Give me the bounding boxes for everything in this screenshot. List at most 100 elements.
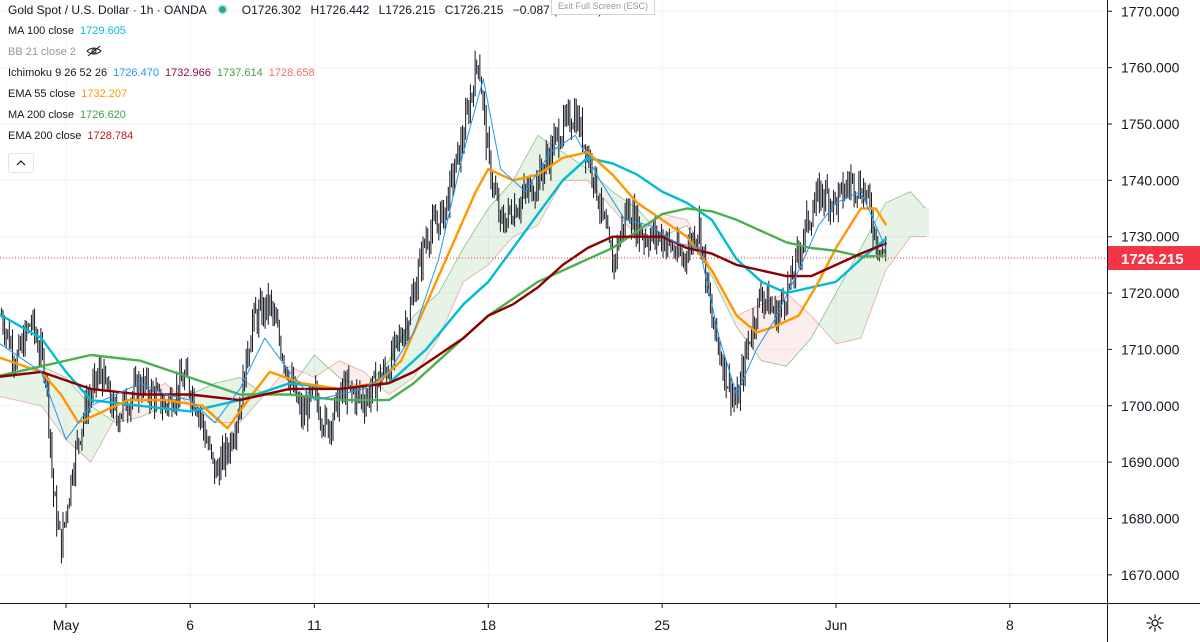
cloud-segment (842, 270, 849, 343)
ema-200-close-line (0, 235, 887, 402)
y-tick-label: 1770.000 (1121, 3, 1180, 19)
cloud-segment (885, 200, 892, 271)
indicator-value: 1737.614 (216, 67, 263, 79)
grid-layer (0, 0, 1107, 603)
indicator-name: Ichimoku 9 26 52 26 (8, 67, 108, 79)
cloud-segment (78, 391, 85, 457)
y-tick-label: 1720.000 (1121, 285, 1180, 301)
y-tick-label: 1710.000 (1121, 341, 1180, 357)
ohlc-open: 1726.302 (251, 3, 302, 17)
cloud-segment (314, 355, 321, 378)
symbol-row: Gold Spot / U.S. Dollar · 1h · OANDA O17… (8, 0, 602, 21)
ohlc-open-label: O (241, 3, 252, 17)
cloud-segment (295, 369, 302, 381)
cloud-segment (904, 191, 911, 246)
cloud-segment (451, 259, 458, 310)
cloud-segment (767, 298, 774, 364)
cloud-segment (16, 370, 23, 402)
eye-hidden-icon[interactable] (86, 45, 102, 57)
ichimoku-tenkan-line (0, 78, 887, 441)
price-axis-bg (1107, 0, 1200, 642)
cloud-segment (742, 309, 750, 344)
cloud-segment (0, 374, 4, 398)
exit-fullscreen-hint[interactable]: Exit Full Screen (ESC) (551, 0, 656, 15)
cloud-segment (308, 355, 315, 378)
ohlc-close: 1726.215 (453, 3, 504, 17)
x-tick-label: 11 (307, 617, 322, 633)
ohlc-high-label: H (310, 3, 320, 17)
y-tick-label: 1740.000 (1121, 172, 1180, 188)
legend-collapse-button[interactable] (8, 153, 34, 173)
gear-icon (1146, 614, 1164, 632)
cloud-segment (482, 208, 489, 270)
indicator-name: MA 200 close (8, 109, 75, 121)
cloud-segment (618, 195, 625, 223)
cloud-segment (922, 205, 930, 237)
cloud-segment (761, 301, 768, 363)
indicator-value: 1726.470 (113, 67, 159, 79)
y-tick-label: 1680.000 (1121, 510, 1180, 526)
cloud-segment (798, 304, 805, 353)
indicator-value: 1729.605 (80, 25, 126, 37)
cloud-segment (786, 293, 793, 367)
indicator-row[interactable]: MA 200 close 1726.620 (8, 105, 602, 126)
cloud-segment (84, 398, 91, 463)
cloud-segment (301, 363, 309, 375)
cloud-segment (674, 216, 681, 232)
cloud-segment (531, 135, 538, 229)
cloud-segment (432, 293, 439, 348)
chart-settings-button[interactable] (1144, 612, 1166, 634)
indicator-row[interactable]: EMA 200 close 1728.784 (8, 126, 602, 147)
cloud-segment (53, 371, 60, 432)
y-tick-label: 1690.000 (1121, 454, 1180, 470)
indicator-row[interactable]: EMA 55 close 1732.207 (8, 84, 602, 105)
ohlc-close-label: C (444, 3, 454, 17)
indicator-name: BB 21 close 2 (8, 46, 76, 58)
indicator-value: 1732.207 (81, 88, 128, 100)
cloud-segment (612, 191, 619, 216)
indicator-value: 1728.784 (87, 130, 134, 142)
cloud-segment (97, 409, 104, 451)
cloud-segment (898, 194, 905, 254)
cloud-segment (916, 198, 923, 237)
cloud-segment (457, 247, 464, 296)
ohlc-high: 1726.442 (319, 3, 370, 17)
symbol-title[interactable]: Gold Spot / U.S. Dollar · 1h · OANDA (8, 3, 207, 17)
cloud-segment (10, 371, 17, 401)
indicator-row[interactable]: Ichimoku 9 26 52 26 1726.470 1732.966 1737.… (8, 63, 602, 84)
cloud-segment (730, 304, 737, 327)
chevron-up-icon (16, 160, 26, 166)
cloud-segment (320, 360, 327, 374)
indicator-lines (0, 78, 887, 441)
cloud-segment (215, 381, 222, 423)
cloud-segment (221, 380, 228, 423)
y-tick-label: 1670.000 (1121, 567, 1180, 583)
cloud-segment (910, 191, 917, 237)
y-tick-label: 1730.000 (1121, 229, 1180, 245)
indicator-row[interactable]: MA 100 close 1729.605 (8, 21, 602, 42)
x-tick-label: May (53, 617, 79, 633)
indicator-row[interactable]: BB 21 close 2 (8, 42, 602, 63)
cloud-segment (792, 298, 799, 360)
cloud-segment (488, 201, 495, 265)
indicator-name: EMA 55 close (8, 88, 76, 100)
cloud-segment (469, 228, 476, 278)
senkou-span-b (0, 179, 926, 463)
cloud-segment (804, 309, 812, 346)
cloud-segment (66, 377, 73, 446)
x-tick-label: 6 (186, 617, 194, 633)
cloud-segment (444, 270, 451, 325)
cloud-segment (562, 152, 569, 181)
cloud-segment (823, 304, 830, 337)
cloud-segment (854, 247, 861, 340)
x-tick-label: 18 (480, 617, 496, 633)
cloud-segment (90, 405, 98, 463)
cloud-segment (22, 369, 29, 403)
cloud-segment (59, 374, 66, 440)
cloud-segment (34, 366, 42, 406)
ichimoku-cloud (0, 134, 930, 463)
last-price-badge (1108, 246, 1200, 271)
indicator-name: MA 100 close (8, 25, 75, 37)
indicator-name: EMA 200 close (8, 130, 82, 142)
